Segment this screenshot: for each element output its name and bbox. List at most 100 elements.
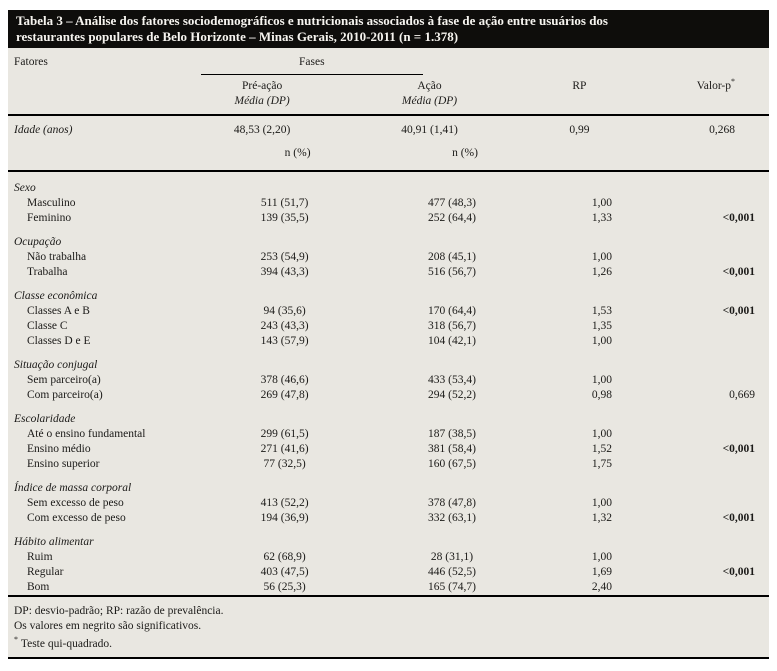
valor-p-cell: <0,001 — [722, 443, 755, 455]
idade-block: Idade (anos) 48,53 (2,20) 40,91 (1,41) 0… — [8, 115, 769, 171]
table-row: Ensino superior 77 (32,5) 160 (67,5) 1,7… — [8, 457, 769, 472]
pre-acao-cell: 143 (57,9) — [260, 335, 309, 347]
valor-p-cell: <0,001 — [722, 512, 755, 524]
acao-cell: 294 (52,2) — [428, 389, 476, 401]
spacer-cell — [200, 226, 370, 250]
section-name-cell: Sexo — [14, 182, 36, 194]
media-dp-label: Média (DP) — [401, 95, 458, 107]
footnote-test: * Teste qui-quadrado. — [14, 633, 763, 651]
valor-p-cell — [669, 580, 769, 596]
pre-acao-cell: 94 (35,6) — [263, 305, 306, 317]
spacer-cell — [669, 403, 769, 427]
spacer-cell — [669, 171, 769, 196]
acao-cell: 160 (67,5) — [428, 458, 476, 470]
acao-cell: 318 (56,7) — [428, 320, 476, 332]
pre-acao-cell: 271 (41,6) — [260, 443, 309, 455]
acao-cell: 208 (45,1) — [428, 251, 476, 263]
pre-acao-label: Pré-ação — [241, 80, 283, 92]
table-row: Com excesso de peso 194 (36,9) 332 (63,1… — [8, 511, 769, 526]
spacer-cell — [669, 280, 769, 304]
footnote-bold-note: Os valores em negrito são significativos… — [14, 619, 202, 632]
table-row-n-pct: n (%) n (%) — [8, 138, 769, 171]
section-header-row: Índice de massa corporal — [8, 472, 769, 496]
asterisk-mark: * — [14, 635, 18, 644]
acao-cell: 252 (64,4) — [428, 212, 476, 224]
spacer-cell — [535, 403, 670, 427]
table-row: Sem parceiro(a) 378 (46,6) 433 (53,4) 1,… — [8, 373, 769, 388]
row-label-cell: Ensino superior — [27, 458, 100, 470]
n-pct-header-acao: n (%) — [452, 147, 478, 159]
valor-p-cell: <0,001 — [722, 266, 755, 278]
spacer-cell — [535, 48, 670, 75]
row-label-cell: Masculino — [27, 197, 76, 209]
row-label-cell: Sem excesso de peso — [27, 497, 124, 509]
spacer-cell — [369, 280, 534, 304]
section-habito-alimentar: Hábito alimentar Ruim 62 (68,9) 28 (31,1… — [8, 526, 769, 596]
section-ocupacao: Ocupação Não trabalha 253 (54,9) 208 (45… — [8, 226, 769, 280]
valor-p-cell — [669, 334, 769, 349]
spacer-cell — [200, 526, 370, 550]
table-row: Classe C 243 (43,3) 318 (56,7) 1,35 — [8, 319, 769, 334]
asterisk-mark: * — [731, 77, 735, 87]
acao-cell: 378 (47,8) — [428, 497, 476, 509]
row-label-cell: Ruim — [27, 551, 53, 563]
section-name-cell: Escolaridade — [14, 413, 76, 425]
n-pct-header-pre: n (%) — [284, 147, 311, 159]
valor-p-cell — [669, 550, 769, 565]
pre-acao-cell: 413 (52,2) — [260, 497, 309, 509]
section-situacao-conjugal: Situação conjugal Sem parceiro(a) 378 (4… — [8, 349, 769, 403]
valor-p-cell: 0,268 — [709, 124, 735, 136]
rp-cell: 1,52 — [591, 443, 612, 455]
spacer-cell — [369, 526, 534, 550]
spacer-cell — [535, 138, 670, 171]
valor-p-cell: 0,669 — [729, 389, 755, 401]
acao-cell: 170 (64,4) — [428, 305, 476, 317]
row-label-cell: Bom — [27, 581, 50, 593]
table-row: Masculino 511 (51,7) 477 (48,3) 1,00 — [8, 196, 769, 211]
rp-cell: 1,00 — [591, 197, 612, 209]
footnote-abbreviations: DP: desvio-padrão; RP: razão de prevalên… — [14, 605, 224, 617]
spacer-cell — [535, 226, 670, 250]
rp-cell: 0,99 — [569, 124, 590, 136]
section-header-row: Hábito alimentar — [8, 526, 769, 550]
row-label-cell: Feminino — [27, 212, 72, 224]
col-header-pre-acao: Pré-ação Média (DP) — [200, 75, 370, 115]
rp-cell: 1,26 — [591, 266, 612, 278]
table-row: Feminino 139 (35,5) 252 (64,4) 1,33 <0,0… — [8, 211, 769, 226]
table-row: Regular 403 (47,5) 446 (52,5) 1,69 <0,00… — [8, 565, 769, 580]
footnote-test-text: Teste qui-quadrado. — [20, 637, 113, 650]
table-row: Classes A e B 94 (35,6) 170 (64,4) 1,53 … — [8, 304, 769, 319]
section-name-cell: Hábito alimentar — [14, 536, 94, 548]
rp-cell: 1,32 — [591, 512, 612, 524]
pre-acao-cell: 403 (47,5) — [260, 566, 309, 578]
table-row: Ensino médio 271 (41,6) 381 (58,4) 1,52 … — [8, 442, 769, 457]
section-classe-economica: Classe econômica Classes A e B 94 (35,6)… — [8, 280, 769, 349]
acao-cell: 165 (74,7) — [428, 581, 476, 593]
table-row: Classes D e E 143 (57,9) 104 (42,1) 1,00 — [8, 334, 769, 349]
rp-cell: 1,33 — [591, 212, 612, 224]
valor-p-cell — [669, 196, 769, 211]
acao-cell: 28 (31,1) — [430, 551, 474, 563]
rp-cell: 1,00 — [591, 374, 612, 386]
spacer-cell — [369, 226, 534, 250]
spacer-cell — [200, 171, 370, 196]
col-header-fases: Fases — [298, 56, 325, 68]
spacer-cell — [8, 75, 200, 115]
pre-acao-cell: 253 (54,9) — [260, 251, 309, 263]
spacer-cell — [535, 280, 670, 304]
valor-p-cell — [669, 319, 769, 334]
table-row: Sem excesso de peso 413 (52,2) 378 (47,8… — [8, 496, 769, 511]
table-card: Tabela 3 – Análise dos fatores sociodemo… — [8, 10, 769, 660]
spacer-cell — [369, 403, 534, 427]
row-label-cell: Até o ensino fundamental — [27, 428, 146, 440]
spacer-cell — [535, 349, 670, 373]
valor-p-cell — [669, 457, 769, 472]
valor-p-cell: <0,001 — [722, 212, 755, 224]
spacer-cell — [369, 349, 534, 373]
spacer-cell — [200, 403, 370, 427]
spacer-cell — [535, 472, 670, 496]
pre-acao-cell: 48,53 (2,20) — [233, 124, 291, 136]
rp-cell: 1,00 — [591, 251, 612, 263]
rp-cell: 1,00 — [591, 428, 612, 440]
pre-acao-cell: 139 (35,5) — [260, 212, 309, 224]
